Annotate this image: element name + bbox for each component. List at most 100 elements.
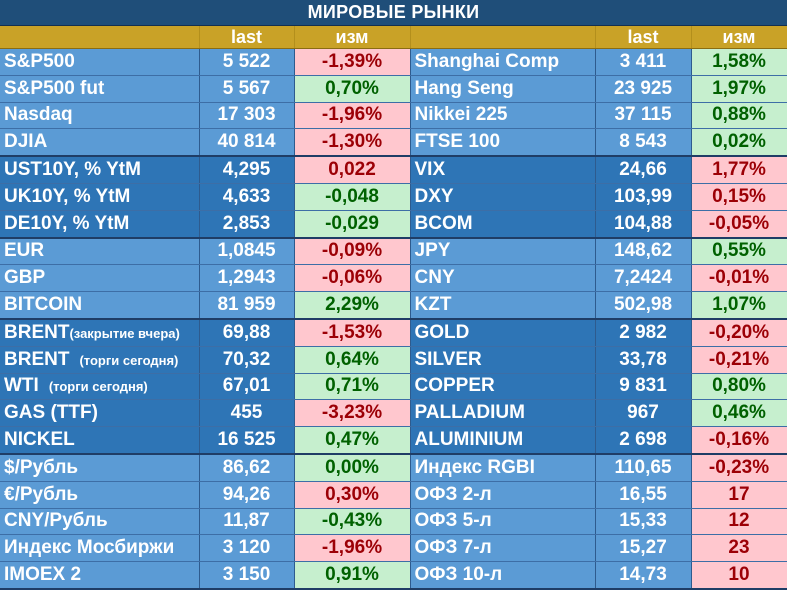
left-instrument-name: IMOEX 2	[0, 561, 200, 590]
instrument-label: NICKEL	[4, 429, 75, 451]
market-table-body: last изм last изм S&P500 5 522 -1,39% Shang…	[0, 26, 787, 590]
market-table: last изм last изм S&P500 5 522 -1,39% Shang…	[0, 26, 787, 590]
header-last-right: last	[595, 26, 692, 49]
left-last-value: 81 959	[199, 291, 295, 320]
right-change-value: 1,97%	[691, 75, 787, 103]
right-change-value: 17	[691, 481, 787, 509]
left-instrument-name: UK10Y, % YtM	[0, 183, 200, 211]
right-change-value: -0,05%	[691, 210, 787, 239]
header-last-left: last	[199, 26, 295, 49]
right-change-value: 1,07%	[691, 291, 787, 320]
left-instrument-name: UST10Y, % YtM	[0, 156, 200, 184]
right-change-value: -0,21%	[691, 346, 787, 374]
instrument-label: BRENT	[4, 348, 70, 370]
right-change-value: 10	[691, 561, 787, 590]
right-change-value: 0,88%	[691, 102, 787, 130]
table-row: €/Рубль 94,26 0,30% ОФЗ 2-л 16,55 17	[0, 481, 787, 509]
right-last-value: 24,66	[595, 156, 692, 184]
left-last-value: 3 120	[199, 534, 295, 563]
left-instrument-name: Индекс Мосбиржи	[0, 534, 200, 563]
right-change-value: 23	[691, 534, 787, 563]
left-change-value: 0,30%	[294, 481, 411, 509]
right-instrument-name: BCOM	[410, 210, 596, 239]
header-name-right	[410, 26, 596, 49]
left-last-value: 455	[199, 399, 295, 428]
left-change-value: 0,64%	[294, 346, 411, 374]
table-row: BRENT (торги сегодня) 70,32 0,64% SILVER 33,7…	[0, 346, 787, 374]
left-instrument-name: BRENT(закрытие вчера)	[0, 318, 200, 347]
left-change-value: -0,029	[294, 210, 411, 239]
right-change-value: 0,55%	[691, 237, 787, 266]
right-last-value: 15,33	[595, 508, 692, 536]
right-last-value: 14,73	[595, 561, 692, 590]
left-last-value: 1,0845	[199, 237, 295, 266]
left-last-value: 11,87	[199, 508, 295, 536]
left-last-value: 16 525	[199, 426, 295, 455]
instrument-label: €/Рубль	[4, 483, 79, 505]
instrument-label: IMOEX 2	[4, 564, 82, 586]
right-instrument-name: ОФЗ 2-л	[410, 481, 596, 509]
table-row: GAS (TTF) 455 -3,23% PALLADIUM 967 0,46%	[0, 399, 787, 428]
left-last-value: 4,633	[199, 183, 295, 211]
left-change-value: -3,23%	[294, 399, 411, 428]
instrument-label: S&P500 fut	[4, 77, 105, 99]
right-last-value: 23 925	[595, 75, 692, 103]
right-last-value: 2 698	[595, 426, 692, 455]
right-last-value: 502,98	[595, 291, 692, 320]
instrument-label: S&P500	[4, 50, 75, 72]
left-last-value: 5 567	[199, 75, 295, 103]
right-instrument-name: Индекс RGBI	[410, 453, 596, 482]
right-last-value: 9 831	[595, 373, 692, 401]
table-row: S&P500 fut 5 567 0,70% Hang Seng 23 925 1,97%	[0, 75, 787, 103]
left-last-value: 4,295	[199, 156, 295, 184]
right-change-value: 0,15%	[691, 183, 787, 211]
right-change-value: 1,77%	[691, 156, 787, 184]
right-last-value: 8 543	[595, 128, 692, 158]
right-instrument-name: ОФЗ 5-л	[410, 508, 596, 536]
right-last-value: 104,88	[595, 210, 692, 239]
left-last-value: 2,853	[199, 210, 295, 239]
instrument-label: GAS (TTF)	[4, 402, 98, 424]
left-change-value: -1,30%	[294, 128, 411, 158]
left-instrument-name: S&P500 fut	[0, 75, 200, 103]
left-instrument-name: WTI (торги сегодня)	[0, 373, 200, 401]
left-last-value: 40 814	[199, 128, 295, 158]
left-change-value: -0,09%	[294, 237, 411, 266]
right-last-value: 15,27	[595, 534, 692, 563]
instrument-label: WTI	[4, 375, 39, 397]
table-row: NICKEL 16 525 0,47% ALUMINIUM 2 698 -0,16%	[0, 426, 787, 455]
right-change-value: 1,58%	[691, 48, 787, 76]
right-change-value: 0,80%	[691, 373, 787, 401]
right-change-value: -0,01%	[691, 264, 787, 293]
left-change-value: 0,47%	[294, 426, 411, 455]
table-row: BRENT(закрытие вчера) 69,88 -1,53% GOLD 2 98…	[0, 318, 787, 347]
instrument-label: CNY/Рубль	[4, 510, 108, 532]
right-change-value: 12	[691, 508, 787, 536]
left-instrument-name: GAS (TTF)	[0, 399, 200, 428]
right-instrument-name: Nikkei 225	[410, 102, 596, 130]
left-change-value: 0,70%	[294, 75, 411, 103]
left-instrument-name: $/Рубль	[0, 453, 200, 482]
left-change-value: 0,71%	[294, 373, 411, 401]
instrument-label: UK10Y, % YtM	[4, 185, 131, 207]
left-change-value: -0,048	[294, 183, 411, 211]
right-change-value: -0,16%	[691, 426, 787, 455]
header-change-left: изм	[294, 26, 411, 49]
right-instrument-name: COPPER	[410, 373, 596, 401]
right-instrument-name: VIX	[410, 156, 596, 184]
table-row: EUR 1,0845 -0,09% JPY 148,62 0,55%	[0, 237, 787, 266]
instrument-label: BRENT	[4, 321, 70, 343]
right-instrument-name: ОФЗ 7-л	[410, 534, 596, 563]
right-last-value: 37 115	[595, 102, 692, 130]
left-change-value: 0,00%	[294, 453, 411, 482]
table-row: UST10Y, % YtM 4,295 0,022 VIX 24,66 1,77%	[0, 156, 787, 184]
right-instrument-name: Shanghai Comp	[410, 48, 596, 76]
left-instrument-name: S&P500	[0, 48, 200, 76]
page-title: МИРОВЫЕ РЫНКИ	[0, 0, 787, 26]
left-change-value: 2,29%	[294, 291, 411, 320]
right-last-value: 103,99	[595, 183, 692, 211]
right-last-value: 33,78	[595, 346, 692, 374]
right-last-value: 7,2424	[595, 264, 692, 293]
left-instrument-name: BITCOIN	[0, 291, 200, 320]
